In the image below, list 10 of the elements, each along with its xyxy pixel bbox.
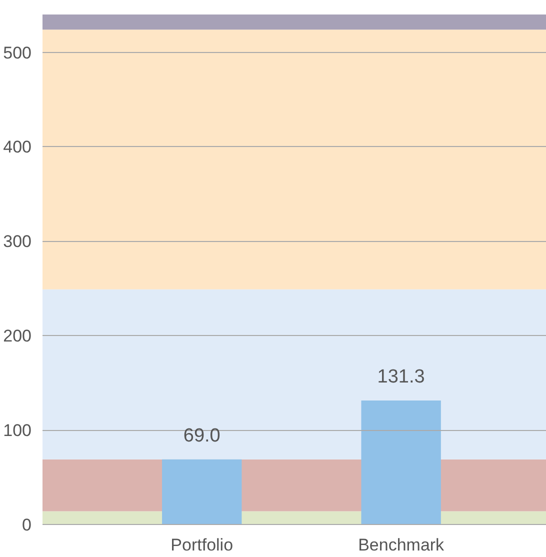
y-tick-label: 400 [3, 138, 32, 157]
y-tick-label: 100 [3, 421, 32, 440]
y-tick-label: 200 [3, 326, 32, 346]
y-tick-label: 300 [3, 232, 32, 252]
y-tick-label: 500 [3, 43, 32, 62]
y-tick-label: 0 [22, 516, 32, 534]
data-label: 131.3 [377, 366, 425, 388]
x-tick-label: Benchmark [358, 536, 445, 554]
x-tick-label: Portfolio [170, 536, 234, 554]
data-label: 69.0 [183, 425, 220, 446]
